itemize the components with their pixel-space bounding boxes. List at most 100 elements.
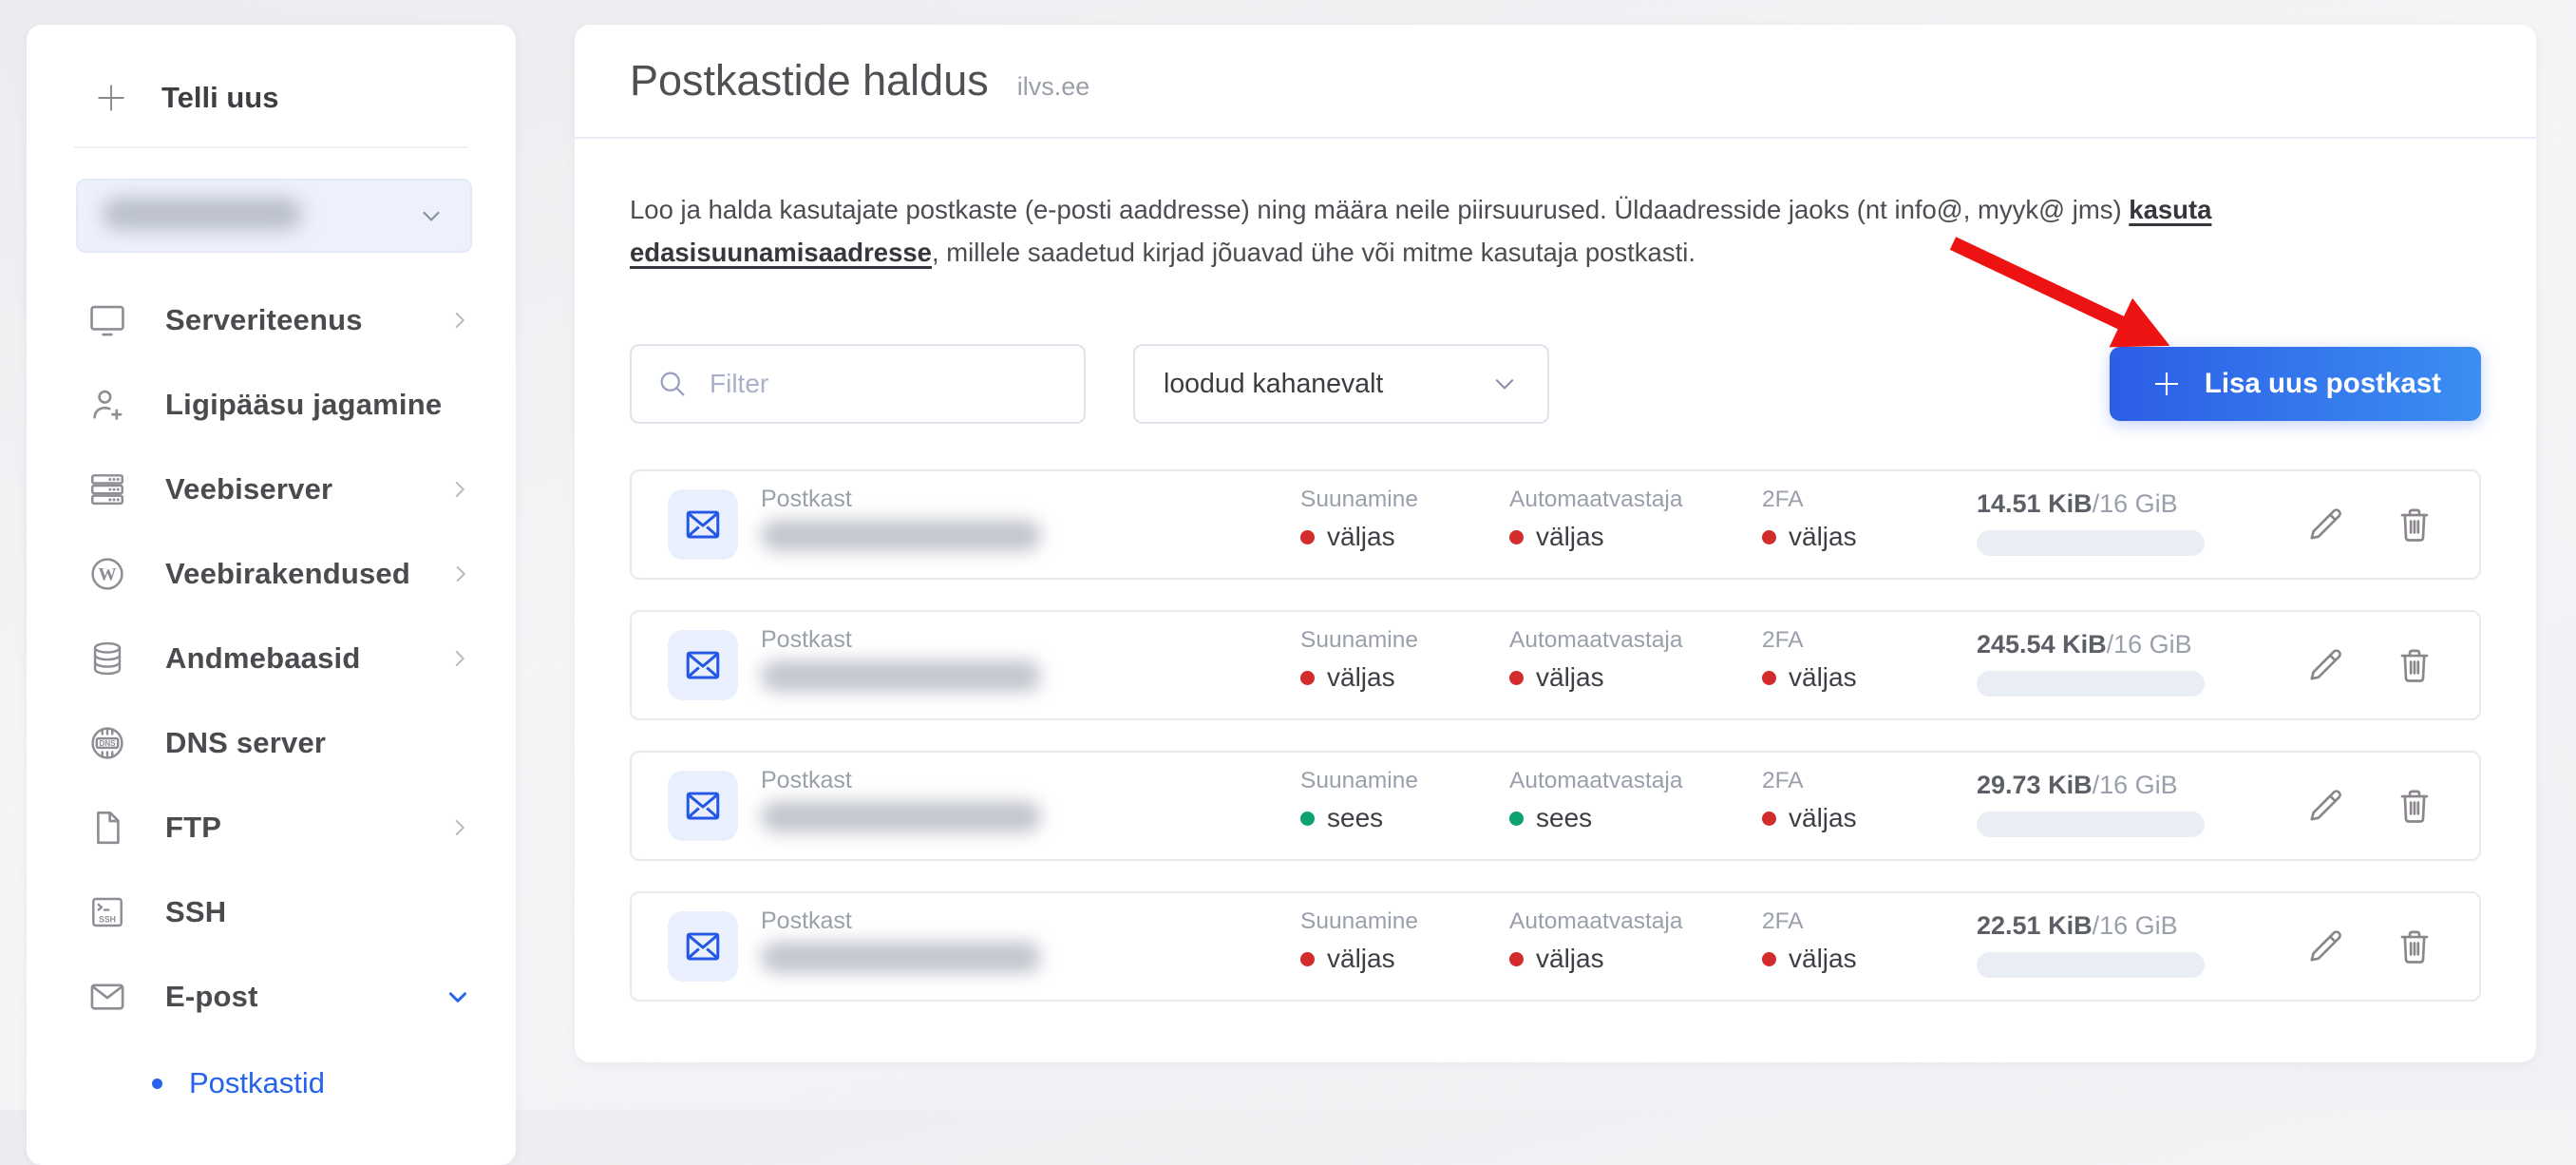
mailbox-type-label: Postkast bbox=[761, 626, 852, 653]
sidebar-item-label: Serveriteenus bbox=[165, 302, 363, 336]
pencil-icon bbox=[2310, 790, 2341, 821]
order-new-label: Telli uus bbox=[161, 81, 279, 114]
status-badge: sees bbox=[1509, 803, 1683, 833]
delete-button[interactable] bbox=[2393, 643, 2436, 687]
twofa-label: 2FA bbox=[1762, 768, 1804, 793]
edit-button[interactable] bbox=[2303, 925, 2347, 968]
quota-used: 14.51 KiB bbox=[1977, 489, 2093, 518]
delete-button[interactable] bbox=[2393, 925, 2436, 968]
mailbox-identity: Postkast bbox=[761, 486, 1041, 551]
chevron-right-icon bbox=[447, 815, 472, 840]
domain-label: ilvs.ee bbox=[1016, 72, 1090, 101]
database-icon bbox=[87, 639, 127, 678]
sidebar-item-veebirakendused[interactable]: W Veebirakendused bbox=[27, 531, 516, 616]
envelope-icon bbox=[87, 977, 127, 1017]
quota-text: 245.54 KiB/16 GiB bbox=[1977, 630, 2205, 659]
autoresponder-label: Automaatvastaja bbox=[1509, 487, 1683, 512]
sidebar-item-serveriteenus[interactable]: Serveriteenus bbox=[27, 277, 516, 362]
autoresponder-label: Automaatvastaja bbox=[1509, 908, 1683, 934]
filter-input[interactable] bbox=[708, 368, 1059, 400]
status-badge: sees bbox=[1300, 803, 1418, 833]
plus-icon bbox=[2150, 367, 2184, 401]
autoresponder-cell: Automaatvastaja väljas bbox=[1509, 908, 1683, 974]
svg-text:W: W bbox=[98, 564, 116, 584]
file-icon bbox=[87, 808, 127, 848]
sort-select[interactable]: loodud kahanevalt bbox=[1133, 344, 1549, 424]
sidebar-item-dns-server[interactable]: DNS DNS server bbox=[27, 700, 516, 785]
status-dot-icon bbox=[1762, 670, 1776, 685]
search-icon bbox=[656, 368, 689, 400]
status-dot-icon bbox=[1300, 529, 1315, 544]
status-text: väljas bbox=[1327, 522, 1395, 551]
trash-icon bbox=[2400, 649, 2429, 682]
status-badge: väljas bbox=[1300, 522, 1418, 552]
quota-used: 22.51 KiB bbox=[1977, 911, 2093, 940]
edit-button[interactable] bbox=[2303, 503, 2347, 546]
autoresponder-cell: Automaatvastaja väljas bbox=[1509, 627, 1683, 693]
forwarding-label: Suunamine bbox=[1300, 908, 1418, 934]
mailbox-identity: Postkast bbox=[761, 767, 1041, 832]
status-dot-icon bbox=[1762, 529, 1776, 544]
status-dot-icon bbox=[1300, 811, 1315, 826]
delete-button[interactable] bbox=[2393, 784, 2436, 828]
page-title: Postkastide haldus bbox=[630, 56, 989, 105]
sidebar-item-postkastid[interactable]: Postkastid bbox=[27, 1042, 516, 1124]
forwarding-addresses-link[interactable]: kasuta edasisuunamisaadresse bbox=[630, 195, 2212, 267]
sidebar-item-andmebaasid[interactable]: Andmebaasid bbox=[27, 616, 516, 700]
mailbox-identity: Postkast bbox=[761, 626, 1041, 692]
quota-cell: 14.51 KiB/16 GiB bbox=[1977, 489, 2205, 556]
quota-bar bbox=[1977, 812, 2205, 837]
status-text: sees bbox=[1327, 803, 1384, 832]
sidebar-item-ligipaasu-jagamine[interactable]: Ligipääsu jagamine bbox=[27, 362, 516, 447]
add-mailbox-button[interactable]: Lisa uus postkast bbox=[2109, 347, 2481, 421]
sidebar-item-label: Andmebaasid bbox=[165, 640, 361, 675]
forwarding-label: Suunamine bbox=[1300, 487, 1418, 512]
toolbar: loodud kahanevalt Lisa uus postkast bbox=[630, 344, 2481, 424]
dns-globe-icon: DNS bbox=[87, 723, 127, 763]
mailbox-type-label: Postkast bbox=[761, 486, 852, 512]
quota-cell: 22.51 KiB/16 GiB bbox=[1977, 911, 2205, 978]
forwarding-cell: Suunamine sees bbox=[1300, 768, 1418, 833]
order-new-button[interactable]: Telli uus bbox=[27, 25, 516, 116]
redacted-email-address bbox=[761, 801, 1041, 832]
edit-button[interactable] bbox=[2303, 643, 2347, 687]
twofa-cell: 2FA väljas bbox=[1762, 487, 1857, 552]
status-badge: väljas bbox=[1509, 662, 1683, 693]
domain-select[interactable] bbox=[76, 179, 472, 253]
sidebar-nav: Serveriteenus Ligipääsu jagamine Veebise… bbox=[27, 277, 516, 1124]
twofa-cell: 2FA väljas bbox=[1762, 768, 1857, 833]
delete-button[interactable] bbox=[2393, 503, 2436, 546]
status-badge: väljas bbox=[1762, 522, 1857, 552]
sidebar-item-ftp[interactable]: FTP bbox=[27, 785, 516, 869]
plus-icon bbox=[93, 80, 129, 116]
filter-field[interactable] bbox=[630, 344, 1086, 424]
mailbox-list: Postkast Suunamine väljas Automaatvastaj… bbox=[630, 469, 2481, 1002]
status-text: väljas bbox=[1789, 662, 1857, 692]
monitor-icon bbox=[87, 300, 127, 340]
trash-icon bbox=[2400, 790, 2429, 823]
status-dot-icon bbox=[1509, 670, 1524, 685]
mailbox-type-label: Postkast bbox=[761, 907, 852, 934]
mailbox-management-panel: Postkastide haldus ilvs.ee Loo ja halda … bbox=[575, 25, 2536, 1062]
sidebar-item-e-post[interactable]: E-post bbox=[27, 954, 516, 1039]
svg-text:SSH: SSH bbox=[99, 914, 116, 924]
mailbox-row: Postkast Suunamine väljas Automaatvastaj… bbox=[630, 891, 2481, 1002]
redacted-email-address bbox=[761, 520, 1041, 551]
user-plus-icon bbox=[87, 385, 127, 425]
sidebar-subitem-label: Postkastid bbox=[189, 1066, 326, 1099]
sidebar-item-veebiserver[interactable]: Veebiserver bbox=[27, 447, 516, 531]
chevron-down-icon bbox=[1490, 370, 1519, 398]
sidebar-item-ssh[interactable]: SSH SSH bbox=[27, 869, 516, 954]
server-icon bbox=[87, 469, 127, 509]
forwarding-cell: Suunamine väljas bbox=[1300, 487, 1418, 552]
status-text: sees bbox=[1536, 803, 1593, 832]
twofa-cell: 2FA väljas bbox=[1762, 908, 1857, 974]
quota-text: 29.73 KiB/16 GiB bbox=[1977, 771, 2205, 800]
autoresponder-cell: Automaatvastaja sees bbox=[1509, 768, 1683, 833]
edit-button[interactable] bbox=[2303, 784, 2347, 828]
forwarding-label: Suunamine bbox=[1300, 627, 1418, 653]
autoresponder-label: Automaatvastaja bbox=[1509, 627, 1683, 653]
mailbox-envelope-icon bbox=[668, 911, 738, 982]
mailbox-identity: Postkast bbox=[761, 907, 1041, 973]
sidebar-item-label: Ligipääsu jagamine bbox=[165, 387, 443, 421]
